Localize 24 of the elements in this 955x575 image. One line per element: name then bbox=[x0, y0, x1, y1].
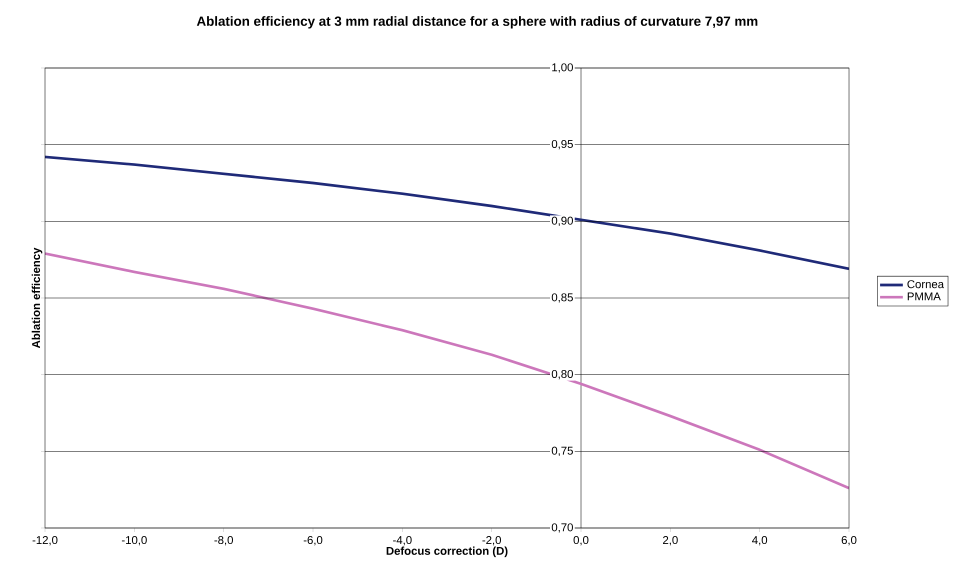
y-axis-title: Ablation efficiency bbox=[32, 248, 42, 348]
y-tick-label: 0,70 bbox=[552, 523, 573, 533]
y-tick-label: 0,80 bbox=[552, 370, 573, 380]
x-tick-label: -2,0 bbox=[482, 536, 501, 546]
x-tick-label: -10,0 bbox=[122, 536, 147, 546]
x-tick-label: -4,0 bbox=[393, 536, 412, 546]
line-series bbox=[45, 252, 850, 490]
y-tick-label: 0,95 bbox=[552, 140, 573, 150]
chart-title: Ablation efficiency at 3 mm radial distance for a sphere with radius of curvature 7,97 mm bbox=[196, 16, 758, 29]
x-tick-label: 4,0 bbox=[752, 536, 768, 546]
y-tick-label: 0,85 bbox=[552, 293, 573, 303]
x-tick-label: -8,0 bbox=[214, 536, 233, 546]
x-tick-label: -12,0 bbox=[32, 536, 58, 546]
legend-label: PMMA bbox=[908, 292, 941, 300]
line-series bbox=[45, 156, 850, 270]
x-axis-title: Defocus correction (D) bbox=[386, 546, 508, 558]
y-tick-label: 0,75 bbox=[552, 446, 573, 456]
x-tick-label: 0,0 bbox=[574, 536, 588, 546]
y-tick-label: 1,00 bbox=[552, 63, 573, 73]
y-tick-label: 0,90 bbox=[552, 216, 573, 226]
x-tick-label: 6,0 bbox=[842, 536, 856, 546]
legend-label: Cornea bbox=[907, 280, 944, 288]
x-tick-label: -6,0 bbox=[304, 536, 322, 546]
x-tick-label: 2,0 bbox=[663, 536, 678, 546]
